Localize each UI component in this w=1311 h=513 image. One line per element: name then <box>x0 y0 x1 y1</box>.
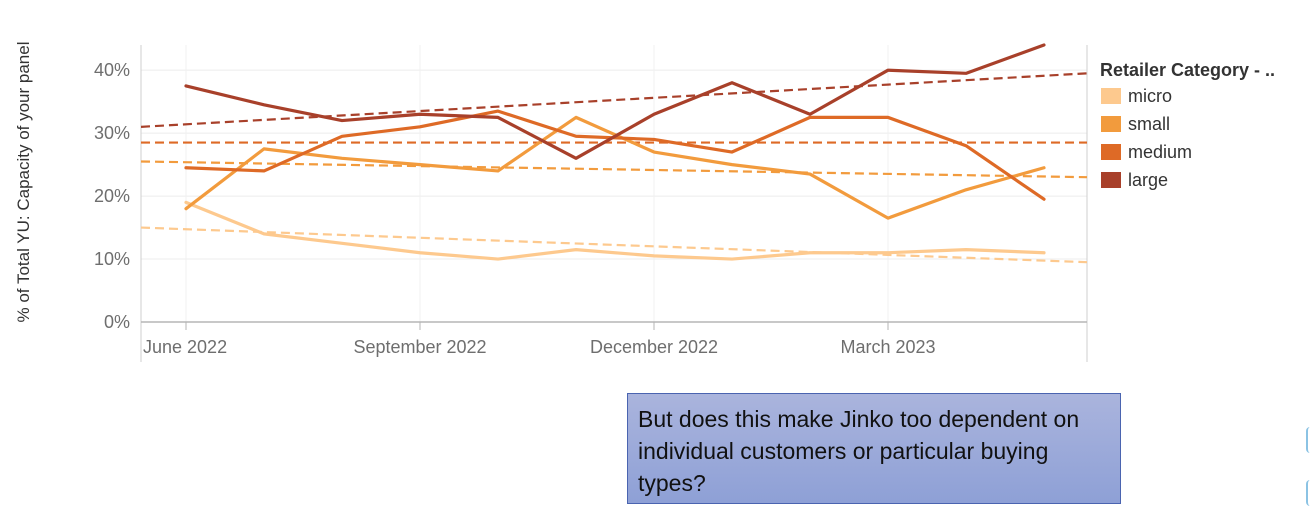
y-tick-label: 20% <box>94 186 130 206</box>
y-axis-title: % of Total YU: Capacity of your panel <box>14 42 33 323</box>
x-tick-labels: June 2022 September 2022 December 2022 Marc… <box>143 337 936 357</box>
edge-decoration-top <box>1306 427 1311 453</box>
trend-line-small <box>140 160 1088 179</box>
legend-swatch-micro <box>1101 88 1121 104</box>
y-tick-label: 40% <box>94 60 130 80</box>
x-tick-label: March 2023 <box>840 337 935 357</box>
y-tick-label: 0% <box>104 312 130 332</box>
y-tick-labels: 0% 10% 20% 30% 40% <box>94 60 130 332</box>
x-tick-label: September 2022 <box>353 337 486 357</box>
legend-label-medium: medium <box>1128 142 1192 162</box>
x-tick-label: December 2022 <box>590 337 718 357</box>
trend-line-micro <box>140 226 1088 264</box>
axes <box>140 45 1088 362</box>
gridlines <box>141 45 1087 330</box>
y-axis-title-line-1: % of Total YU: Capacity of your panel <box>14 42 33 323</box>
edge-decoration-bottom <box>1306 480 1311 506</box>
callout-box: But does this make Jinko too dependent o… <box>627 393 1121 504</box>
trend-lines <box>140 72 1088 264</box>
legend-label-micro: micro <box>1128 86 1172 106</box>
callout-text: But does this make Jinko too dependent o… <box>638 406 1080 496</box>
legend-title: Retailer Category - .. <box>1100 60 1275 80</box>
y-tick-label: 30% <box>94 123 130 143</box>
series-lines <box>184 43 1046 261</box>
series-line-large <box>184 43 1046 160</box>
legend-swatch-medium <box>1101 144 1121 160</box>
legend-label-small: small <box>1128 114 1170 134</box>
legend-items: micro small medium large <box>1101 86 1192 190</box>
legend: Retailer Category - .. micro small medium l… <box>1100 60 1275 190</box>
series-line-small <box>184 115 1046 220</box>
y-tick-label: 10% <box>94 249 130 269</box>
trend-line-large <box>140 72 1088 128</box>
legend-swatch-large <box>1101 172 1121 188</box>
legend-label-large: large <box>1128 170 1168 190</box>
series-line-micro <box>184 200 1046 261</box>
legend-swatch-small <box>1101 116 1121 132</box>
x-tick-label: June 2022 <box>143 337 227 357</box>
